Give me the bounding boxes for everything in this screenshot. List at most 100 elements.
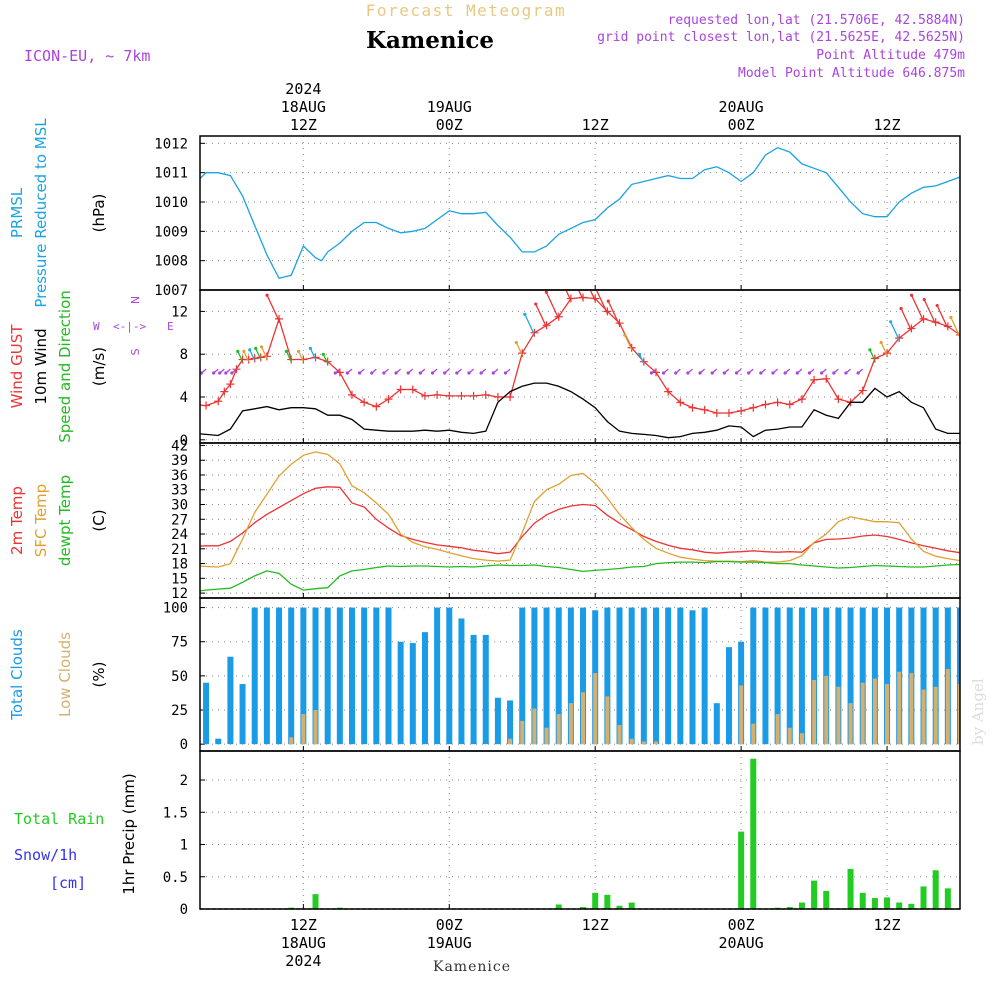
clouds-bar-low-clouds-49 [751, 723, 756, 745]
wind-arrow-66 [900, 308, 912, 331]
clouds-bar-total-clouds-9 [263, 607, 270, 745]
clouds-bar-low-clouds-33 [556, 714, 561, 745]
wind-marker-26 [420, 391, 429, 400]
bottom-tick-label-0-1: 18AUG [281, 934, 326, 952]
clouds-bar-total-clouds-23 [434, 607, 441, 745]
wind-marker-57 [797, 395, 806, 404]
clouds-label-1: Low Clouds [56, 632, 74, 717]
clouds-bar-total-clouds-6 [227, 656, 234, 745]
clouds-bar-low-clouds-54 [812, 679, 817, 745]
wind-arrow-38 [565, 290, 572, 301]
wind-marker-69 [943, 322, 952, 331]
pressure-label-1: Pressure Reduced to MSL [32, 118, 50, 308]
requested-coords: requested lon,lat (21.5706E, 42.5884N) [668, 13, 965, 28]
wind-marker-73 [992, 388, 1000, 396]
compass-w: W [93, 320, 100, 333]
precip-label-2: [cm] [50, 874, 86, 892]
wind-arrow-head-45 [649, 371, 654, 375]
clouds-bar-total-clouds-16 [349, 607, 355, 745]
wind-arrow-head-37 [544, 290, 548, 294]
wind-arrow-head-1 [163, 371, 166, 374]
clouds-bar-low-clouds-65 [945, 669, 950, 745]
wind-marker-50 [712, 409, 721, 418]
clouds-bar-total-clouds-22 [421, 632, 428, 745]
precip-panel: 0 0.5 1 1.5 2 Total Rain Snow/1h [cm] 1hr Precip… [14, 750, 999, 918]
precip-bar-total-rain-69 [993, 803, 999, 909]
wind-marker-16 [299, 355, 308, 364]
wind-arrow-43 [624, 334, 633, 351]
clouds-bar-total-clouds-14 [324, 607, 331, 745]
wind-arrow-head-52 [734, 371, 739, 375]
temp-line-2m-temp [200, 486, 960, 555]
wind-arrow-head-15 [284, 349, 289, 353]
precip-series-total-rain [288, 758, 999, 909]
wind-arrow-head-72 [978, 371, 981, 374]
model-point-altitude: Model Point Altitude 646.875m [738, 66, 965, 81]
precip-bar-total-rain-68 [981, 814, 987, 909]
compass-n: N [129, 296, 142, 304]
wind-arrow-head-67 [909, 293, 914, 297]
chart-subtitle: Forecast Meteogram [366, 1, 566, 20]
clouds-bar-total-clouds-44 [689, 610, 696, 745]
chart-title: Kamenice [366, 27, 494, 54]
wind-marker-58 [810, 375, 819, 384]
wind-arrow-69 [936, 305, 949, 329]
bottom-tick-label-1-1: 19AUG [427, 934, 472, 952]
clouds-ytick-label-0: 0 [180, 737, 188, 753]
precip-bar-total-rain-35 [580, 907, 587, 909]
wind-arrow-head-43 [623, 333, 627, 337]
wind-marker-14 [275, 314, 284, 323]
clouds-bar-total-clouds-66 [957, 607, 960, 745]
wind-marker-62 [858, 386, 867, 395]
clouds-bar-total-clouds-12 [300, 607, 307, 745]
precip-ytick-label-3: 1.5 [163, 805, 188, 821]
wind-marker-7 [226, 380, 235, 389]
clouds-series-low-clouds [289, 649, 998, 745]
wind-arrow-head-25 [406, 371, 410, 375]
wind-arrow-15 [285, 351, 292, 362]
clouds-bar-total-clouds-25 [458, 618, 465, 745]
top-tick-label-0-0: 2024 [285, 80, 321, 98]
wind-arrow-head-66 [899, 306, 903, 311]
clouds-bar-total-clouds-56 [835, 607, 842, 745]
clouds-bar-low-clouds-39 [629, 738, 634, 745]
wind-arrow-71 [966, 341, 972, 354]
wind-marker-51 [724, 409, 733, 418]
clouds-bar-total-clouds-27 [482, 634, 489, 745]
precip-bar-total-rain-60 [884, 897, 891, 909]
bottom-tick-label-3-1: 20AUG [719, 934, 764, 952]
clouds-bar-low-clouds-69 [994, 649, 998, 745]
temp-ytick-label-7: 33 [171, 483, 188, 499]
wind-arrow-head-12 [254, 346, 258, 350]
clouds-bar-total-clouds-46 [713, 703, 720, 745]
wind-arrow-head-28 [443, 371, 447, 375]
clouds-bar-low-clouds-40 [641, 741, 646, 745]
wind-arrow-head-18 [321, 352, 325, 356]
wind-marker-38 [566, 294, 575, 303]
footer-location: Kamenice [433, 959, 511, 975]
wind-arrow-9 [237, 351, 244, 362]
wind-marker-1 [166, 394, 174, 402]
clouds-bar-total-clouds-28 [494, 697, 501, 745]
temp-frame [199, 442, 961, 599]
wind-arrow-73 [992, 369, 997, 373]
clouds-panel: 0 25 50 75 100 Total Clouds Low Clouds (%) [8, 597, 998, 753]
wind-ytick-label-2: 8 [180, 347, 188, 363]
wind-arrow-41 [595, 290, 608, 314]
bottom-tick-label-2-0: 12Z [582, 916, 609, 934]
pressure-frame [199, 135, 961, 291]
clouds-bar-total-clouds-47 [725, 647, 732, 745]
clouds-bar-total-clouds-4 [203, 682, 210, 745]
wind-arrow-head-42 [606, 299, 610, 303]
wind-arrow-head-73 [990, 371, 993, 374]
clouds-bar-low-clouds-12 [301, 714, 306, 745]
clouds-bar-total-clouds-43 [677, 607, 684, 745]
temp-series-dewpt-temp [200, 560, 960, 592]
wind-arrow-10 [243, 351, 250, 362]
precip-bar-total-rain-53 [798, 902, 805, 909]
clouds-bar-low-clouds-58 [860, 682, 865, 745]
clouds-bar-low-clouds-52 [787, 727, 792, 745]
wind-marker-39 [579, 293, 588, 302]
